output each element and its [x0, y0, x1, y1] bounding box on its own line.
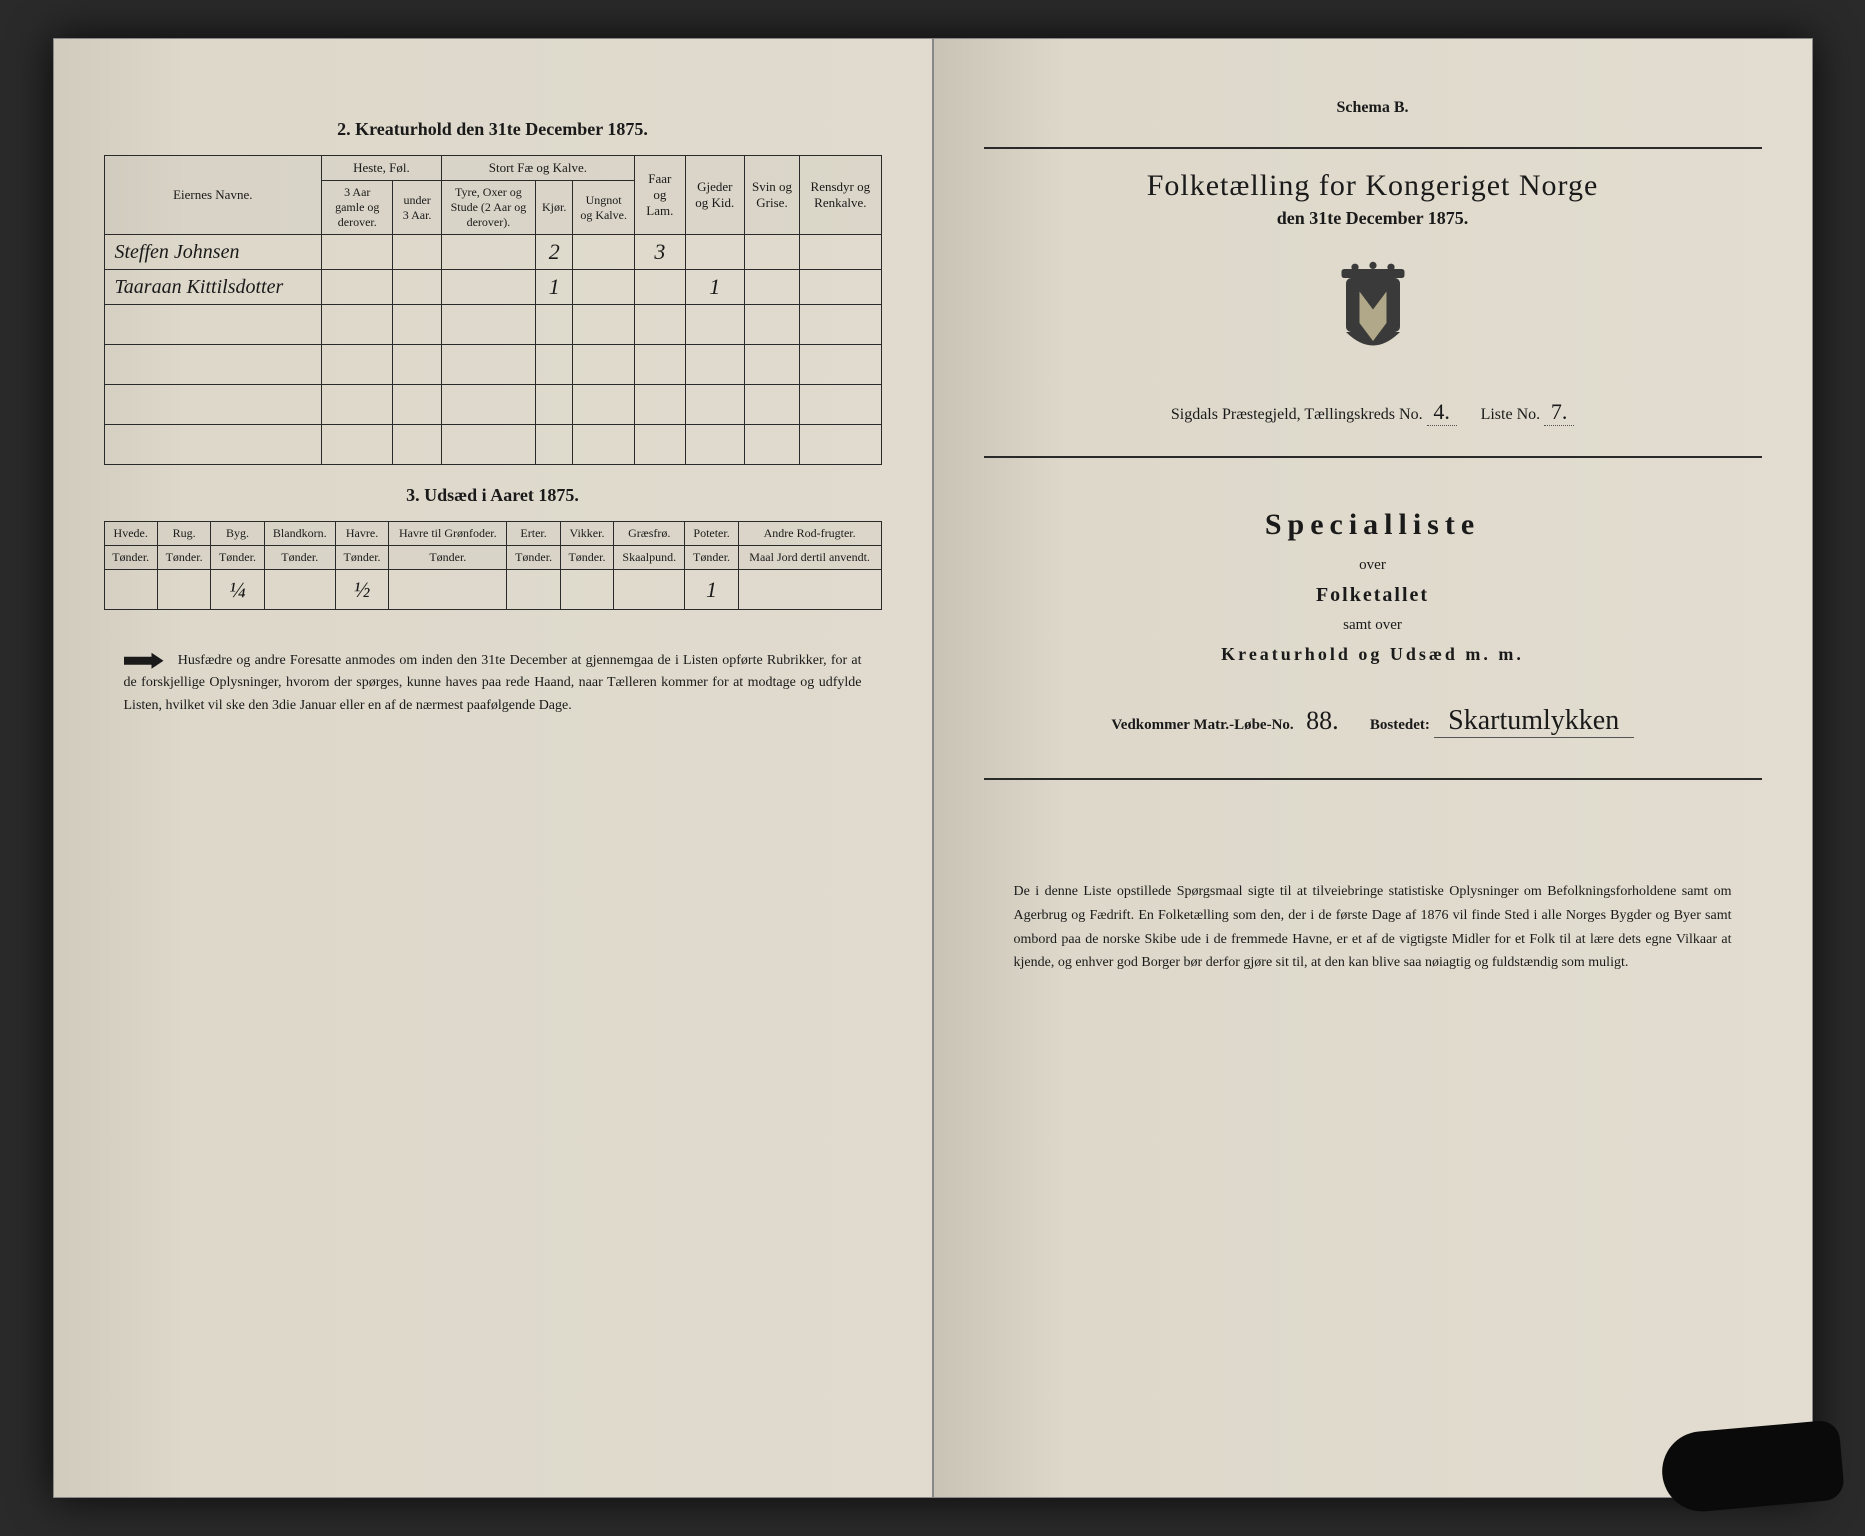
- col-byg: Byg.: [211, 522, 264, 546]
- bosted-name: Skartumlykken: [1434, 705, 1634, 738]
- sub-kreatur: Kreaturhold og Udsæd m. m.: [984, 644, 1762, 665]
- unit: Tønder.: [104, 546, 157, 570]
- unit: Maal Jord dertil anvendt.: [738, 546, 881, 570]
- divider: [984, 778, 1762, 780]
- matr-line: Vedkommer Matr.-Løbe-No. 88. Bostedet: S…: [984, 705, 1762, 738]
- parish-line: Sigdals Præstegjeld, Tællingskreds No. 4…: [984, 399, 1762, 426]
- group-heste: Heste, Føl.: [322, 156, 442, 181]
- sub-tyre: Tyre, Oxer og Stude (2 Aar og derover).: [441, 181, 535, 235]
- right-page: Schema B. Folketælling for Kongeriget No…: [933, 38, 1813, 1498]
- col-vikker: Vikker.: [560, 522, 613, 546]
- sub-under3: under 3 Aar.: [393, 181, 441, 235]
- col-rug: Rug.: [157, 522, 210, 546]
- section2-title: 2. Kreaturhold den 31te December 1875.: [104, 119, 882, 140]
- left-footnote: Husfædre og andre Foresatte anmodes om i…: [104, 650, 882, 717]
- col-erter: Erter.: [507, 522, 560, 546]
- binder-clip-icon: [1658, 1419, 1844, 1514]
- book-spread: 2. Kreaturhold den 31te December 1875. E…: [53, 38, 1813, 1498]
- col-rodfrugter: Andre Rod-frugter.: [738, 522, 881, 546]
- col-faar: Faar og Lam.: [634, 156, 685, 235]
- cell-faar: 3: [634, 235, 685, 270]
- group-storfae: Stort Fæ og Kalve.: [441, 156, 634, 181]
- section3-title: 3. Udsæd i Aaret 1875.: [104, 485, 882, 506]
- cell-gjeder: 1: [685, 270, 744, 305]
- unit: Tønder.: [335, 546, 388, 570]
- unit: Skaalpund.: [614, 546, 685, 570]
- matr-number: 88.: [1297, 706, 1347, 736]
- census-date: den 31te December 1875.: [984, 208, 1762, 229]
- kreds-number: 4.: [1427, 399, 1457, 426]
- bosted-label: Bostedet:: [1370, 717, 1430, 733]
- sub-3aar: 3 Aar gamle og derover.: [322, 181, 393, 235]
- owner-name: Steffen Johnsen: [104, 235, 322, 270]
- divider: [984, 147, 1762, 149]
- sub-samt-over: samt over: [984, 617, 1762, 634]
- liste-number: 7.: [1544, 399, 1574, 426]
- col-owner: Eiernes Navne.: [104, 156, 322, 235]
- table-row: Taaraan Kittilsdotter 1 1: [104, 270, 881, 305]
- unit: Tønder.: [507, 546, 560, 570]
- col-graesfro: Græsfrø.: [614, 522, 685, 546]
- cell-havre: ½: [335, 570, 388, 610]
- pointing-hand-icon: [124, 651, 164, 671]
- udsaed-table: Hvede. Rug. Byg. Blandkorn. Havre. Havre…: [104, 521, 882, 610]
- unit: Tønder.: [560, 546, 613, 570]
- table-row: ¼ ½ 1: [104, 570, 881, 610]
- liste-label: Liste No.: [1481, 406, 1541, 423]
- specialliste-title: Specialliste: [984, 508, 1762, 542]
- col-havre: Havre.: [335, 522, 388, 546]
- parish-label: Sigdals Præstegjeld, Tællingskreds No.: [1171, 406, 1423, 423]
- col-blandkorn: Blandkorn.: [264, 522, 335, 546]
- table-row: Steffen Johnsen 2 3: [104, 235, 881, 270]
- schema-label: Schema B.: [984, 99, 1762, 117]
- col-svin: Svin og Grise.: [744, 156, 799, 235]
- sub-folketallet: Folketallet: [984, 584, 1762, 607]
- table-row: [104, 385, 881, 425]
- sub-over: over: [984, 557, 1762, 574]
- coat-of-arms-icon: [1328, 259, 1418, 369]
- cell-kjor: 2: [536, 235, 573, 270]
- table-row: [104, 305, 881, 345]
- sub-kjor: Kjør.: [536, 181, 573, 235]
- col-poteter: Poteter.: [685, 522, 738, 546]
- divider: [984, 456, 1762, 458]
- owner-name: Taaraan Kittilsdotter: [104, 270, 322, 305]
- col-rensdyr: Rensdyr og Renkalve.: [800, 156, 881, 235]
- cell-poteter: 1: [685, 570, 738, 610]
- col-hvede: Hvede.: [104, 522, 157, 546]
- footnote-text: Husfædre og andre Foresatte anmodes om i…: [124, 653, 862, 713]
- right-footnote: De i denne Liste opstillede Spørgsmaal s…: [984, 880, 1762, 975]
- unit: Tønder.: [389, 546, 507, 570]
- col-gjeder: Gjeder og Kid.: [685, 156, 744, 235]
- unit: Tønder.: [264, 546, 335, 570]
- matr-label: Vedkommer Matr.-Løbe-No.: [1111, 717, 1293, 733]
- cell-kjor: 1: [536, 270, 573, 305]
- sub-ungnot: Ungnot og Kalve.: [573, 181, 635, 235]
- cell-byg: ¼: [211, 570, 264, 610]
- col-havre-gron: Havre til Grønfoder.: [389, 522, 507, 546]
- unit: Tønder.: [685, 546, 738, 570]
- unit: Tønder.: [211, 546, 264, 570]
- kreaturhold-table: Eiernes Navne. Heste, Føl. Stort Fæ og K…: [104, 155, 882, 465]
- left-page: 2. Kreaturhold den 31te December 1875. E…: [53, 38, 933, 1498]
- unit: Tønder.: [157, 546, 210, 570]
- table-row: [104, 425, 881, 465]
- table-row: [104, 345, 881, 385]
- census-title: Folketælling for Kongeriget Norge: [984, 169, 1762, 203]
